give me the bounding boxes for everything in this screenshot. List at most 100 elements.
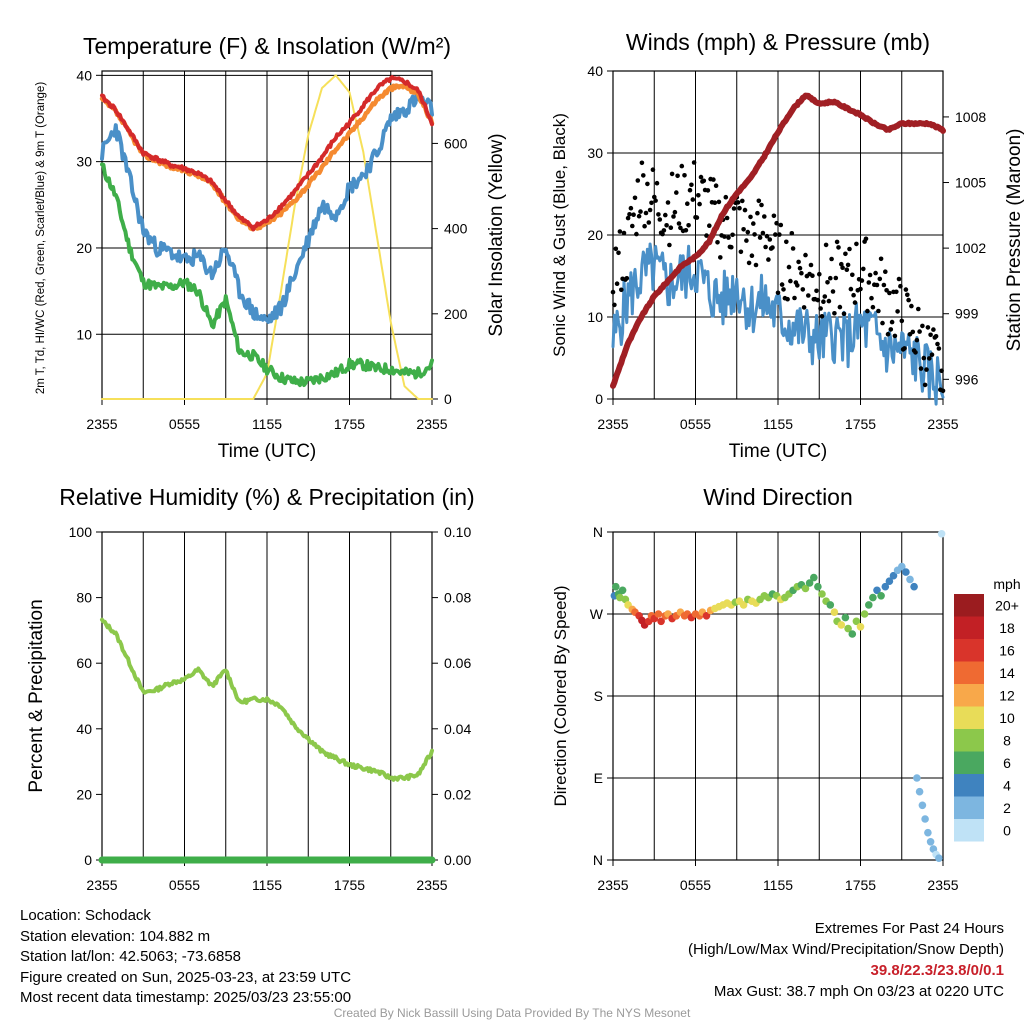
gust-point: [746, 260, 752, 266]
gust-point: [858, 286, 863, 292]
y2-tick-label: 600: [444, 135, 468, 151]
gust-point: [874, 282, 880, 288]
gust-point: [894, 289, 899, 295]
latlon-text: Station lat/lon: 42.5063; -73.6858: [20, 948, 242, 965]
legend-swatch: [954, 751, 984, 774]
legend-label: 4: [1003, 777, 1011, 793]
gust-point: [870, 304, 876, 310]
gust-point: [902, 346, 907, 351]
gust-point: [763, 244, 768, 250]
x-tick-label: 1155: [763, 416, 793, 432]
gust-point: [825, 280, 830, 285]
gust-point: [836, 245, 841, 250]
gust-point: [625, 215, 631, 221]
y-tick-label: 20: [587, 227, 603, 243]
direction-point: [612, 582, 620, 591]
gust-point: [931, 327, 936, 332]
y-tick-label: 20: [76, 786, 92, 802]
gust-point: [851, 292, 856, 298]
y2-tick-label: 1005: [955, 175, 986, 191]
gust-point: [790, 246, 796, 251]
gust-point: [775, 290, 781, 296]
gust-point: [731, 206, 737, 211]
y-tick-label: 0: [84, 852, 92, 868]
humidity-panel: Relative Humidity (%) & Precipitation (i…: [26, 484, 475, 893]
x-tick-label: 2355: [597, 877, 628, 893]
gust-point: [716, 199, 722, 205]
y-tick-label: 60: [76, 655, 92, 671]
gust-point: [748, 214, 753, 220]
y2-tick-label: 0.00: [444, 852, 471, 868]
gust-point: [784, 239, 789, 245]
gust-point: [832, 311, 837, 316]
gust-point: [861, 266, 866, 272]
y-tick-label: 10: [587, 309, 603, 325]
direction-point: [906, 575, 914, 584]
direction-point: [865, 601, 873, 609]
legend-swatch: [954, 819, 984, 842]
gust-point: [722, 234, 727, 239]
gust-point: [826, 298, 832, 304]
y-tick-label: N: [593, 852, 603, 868]
gust-point: [621, 230, 627, 236]
gust-point: [614, 281, 620, 287]
gust-point: [715, 240, 720, 245]
gust-point: [664, 223, 669, 228]
gust-point: [785, 296, 790, 302]
humidity-title: Relative Humidity (%) & Precipitation (i…: [59, 484, 474, 510]
gust-point: [690, 197, 696, 202]
gust-point: [845, 262, 851, 268]
gust-point: [610, 289, 616, 295]
gust-point: [616, 250, 621, 256]
direction-point: [881, 582, 890, 591]
gust-point: [792, 295, 797, 301]
gust-point: [689, 182, 694, 188]
gust-point: [683, 228, 689, 233]
gust-point: [764, 233, 770, 239]
gust-point: [865, 308, 870, 314]
gust-point: [638, 209, 643, 214]
gust-point: [899, 318, 905, 324]
y-tick-label: W: [590, 606, 604, 622]
speed-legend: mph 20+ 18 16 14 12 10 8 6 4 2 0: [954, 576, 1021, 842]
gust-point: [801, 305, 807, 310]
gust-point: [738, 249, 744, 255]
gust-point: [800, 287, 806, 292]
y-tick-label: 10: [76, 326, 92, 342]
direction-point: [913, 774, 921, 782]
gust-point: [777, 232, 782, 237]
legend-title: mph: [993, 576, 1020, 592]
gust-point: [632, 195, 638, 201]
gust-point: [922, 382, 928, 388]
gust-point: [627, 212, 632, 217]
gust-point: [830, 289, 836, 294]
y-tick-label: 40: [76, 67, 92, 83]
gust-point: [755, 210, 760, 216]
gust-point: [639, 160, 645, 166]
temperature-ylabel: 2m T, Td, HI/WC (Red, Green, Scarlet/Blu…: [35, 82, 47, 394]
gust-point: [653, 198, 658, 203]
legend-label: 14: [999, 665, 1015, 681]
gust-point: [647, 207, 653, 213]
winds-ylabel: Sonic Wind & Gust (Blue, Black): [550, 113, 569, 357]
x-tick-label: 0555: [169, 877, 200, 893]
gust-point: [642, 223, 647, 229]
gust-point: [631, 212, 636, 217]
gust-point: [898, 283, 903, 289]
gust-point: [726, 235, 731, 240]
direction-point: [830, 608, 839, 616]
gust-point: [896, 276, 902, 282]
gust-point: [744, 238, 749, 243]
gust-point: [833, 275, 839, 281]
direction-point: [702, 612, 711, 620]
direction-point: [814, 582, 822, 591]
gust-point: [669, 171, 675, 177]
gust-point: [713, 183, 719, 188]
direction-point: [657, 617, 665, 626]
gust-point: [753, 262, 759, 268]
temperature-line: [100, 75, 434, 232]
gust-point: [906, 297, 911, 303]
direction-point: [889, 571, 898, 580]
x-tick-label: 1155: [252, 416, 282, 432]
gust-point: [854, 241, 859, 247]
